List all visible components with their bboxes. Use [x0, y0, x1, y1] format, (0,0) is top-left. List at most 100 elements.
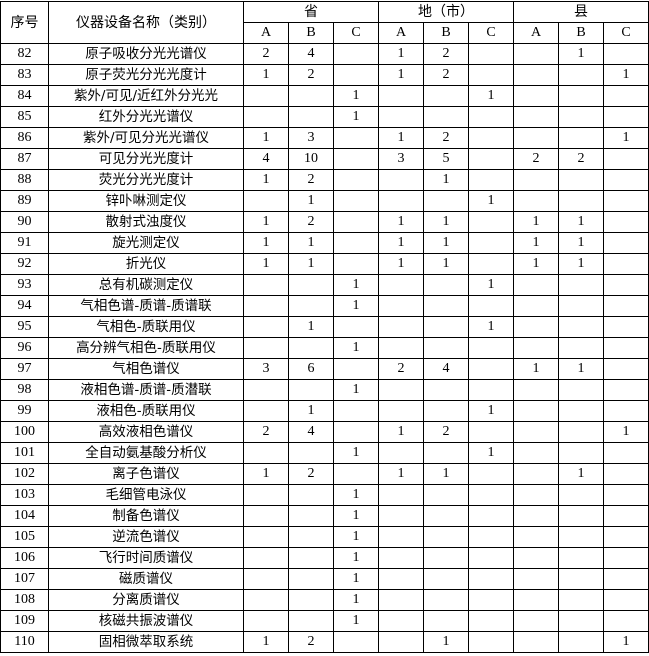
name-cell: 气相色谱-质谱-质谱联: [48, 295, 244, 317]
empty-cell: [288, 295, 334, 317]
count-cell: 1: [378, 211, 424, 233]
sub-header: B: [288, 22, 334, 44]
empty-cell: [513, 106, 559, 128]
empty-cell: [468, 358, 514, 380]
empty-cell: [378, 400, 424, 422]
index-cell: 93: [0, 274, 49, 296]
table-row: 109 核磁共振波谱仪 1: [0, 610, 649, 632]
table-row: 98 液相色谱-质谱-质潜联 1: [0, 379, 649, 401]
empty-cell: [288, 568, 334, 590]
count-cell: 1: [468, 274, 514, 296]
empty-cell: [468, 463, 514, 485]
empty-cell: [288, 106, 334, 128]
sub-header: A: [378, 22, 424, 44]
count-cell: 1: [603, 127, 649, 149]
empty-cell: [378, 337, 424, 359]
empty-cell: [333, 64, 379, 86]
count-cell: 1: [423, 253, 469, 275]
empty-cell: [558, 484, 604, 506]
empty-cell: [603, 526, 649, 548]
empty-cell: [288, 505, 334, 527]
empty-cell: [468, 127, 514, 149]
name-cell: 旋光测定仪: [48, 232, 244, 254]
count-cell: 1: [558, 358, 604, 380]
count-cell: 1: [423, 631, 469, 653]
empty-cell: [333, 43, 379, 65]
count-cell: 3: [378, 148, 424, 170]
empty-cell: [243, 400, 289, 422]
count-cell: 1: [423, 463, 469, 485]
empty-cell: [423, 85, 469, 107]
index-cell: 94: [0, 295, 49, 317]
count-cell: 1: [243, 631, 289, 653]
count-cell: 2: [378, 358, 424, 380]
table-row: 110 固相微萃取系统 1 2 1 1: [0, 631, 649, 653]
empty-cell: [333, 169, 379, 191]
index-cell: 100: [0, 421, 49, 443]
empty-cell: [288, 379, 334, 401]
empty-cell: [423, 610, 469, 632]
name-cell: 可见分光光度计: [48, 148, 244, 170]
count-cell: 1: [378, 232, 424, 254]
empty-cell: [333, 232, 379, 254]
index-cell: 83: [0, 64, 49, 86]
count-cell: 1: [333, 526, 379, 548]
empty-cell: [378, 589, 424, 611]
group-header: 地（市）: [378, 1, 514, 23]
empty-cell: [468, 589, 514, 611]
count-cell: 2: [423, 43, 469, 65]
index-cell: 91: [0, 232, 49, 254]
table-row: 103 毛细管电泳仪 1: [0, 484, 649, 506]
index-cell: 107: [0, 568, 49, 590]
count-cell: 1: [333, 610, 379, 632]
empty-cell: [513, 568, 559, 590]
index-cell: 105: [0, 526, 49, 548]
count-cell: 2: [288, 631, 334, 653]
empty-cell: [558, 295, 604, 317]
empty-cell: [423, 190, 469, 212]
empty-cell: [558, 442, 604, 464]
empty-cell: [558, 421, 604, 443]
table-row: 82 原子吸收分光光谱仪 2 4 1 2 1: [0, 43, 649, 65]
count-cell: 2: [513, 148, 559, 170]
empty-cell: [288, 85, 334, 107]
index-cell: 89: [0, 190, 49, 212]
empty-cell: [468, 148, 514, 170]
empty-cell: [378, 610, 424, 632]
empty-cell: [513, 442, 559, 464]
table-row: 92 折光仪 1 1 1 1 1 1: [0, 253, 649, 275]
index-cell: 92: [0, 253, 49, 275]
empty-cell: [558, 631, 604, 653]
count-cell: 1: [243, 169, 289, 191]
table-row: 90 散射式浊度仪 1 2 1 1 1 1: [0, 211, 649, 233]
empty-cell: [243, 589, 289, 611]
name-header: 仪器设备名称（类别）: [48, 1, 244, 44]
count-cell: 1: [333, 85, 379, 107]
table-row: 100 高效液相色谱仪 2 4 1 2 1: [0, 421, 649, 443]
empty-cell: [423, 526, 469, 548]
empty-cell: [378, 547, 424, 569]
empty-cell: [468, 505, 514, 527]
name-cell: 紫外/可见分光光谱仪: [48, 127, 244, 149]
count-cell: 1: [558, 43, 604, 65]
empty-cell: [378, 526, 424, 548]
count-cell: 1: [468, 400, 514, 422]
name-cell: 荧光分光光度计: [48, 169, 244, 191]
empty-cell: [468, 379, 514, 401]
empty-cell: [603, 484, 649, 506]
index-cell: 101: [0, 442, 49, 464]
empty-cell: [603, 505, 649, 527]
index-cell: 102: [0, 463, 49, 485]
empty-cell: [243, 85, 289, 107]
count-cell: 1: [288, 253, 334, 275]
empty-cell: [558, 169, 604, 191]
empty-cell: [378, 106, 424, 128]
table-row: 95 气相色-质联用仪 1 1: [0, 316, 649, 338]
count-cell: 1: [378, 64, 424, 86]
name-cell: 固相微萃取系统: [48, 631, 244, 653]
name-cell: 折光仪: [48, 253, 244, 275]
empty-cell: [558, 274, 604, 296]
empty-cell: [378, 169, 424, 191]
table-header: 序号 仪器设备名称（类别）省地（市）县 A B C A B C A B C: [0, 1, 649, 44]
count-cell: 1: [558, 232, 604, 254]
